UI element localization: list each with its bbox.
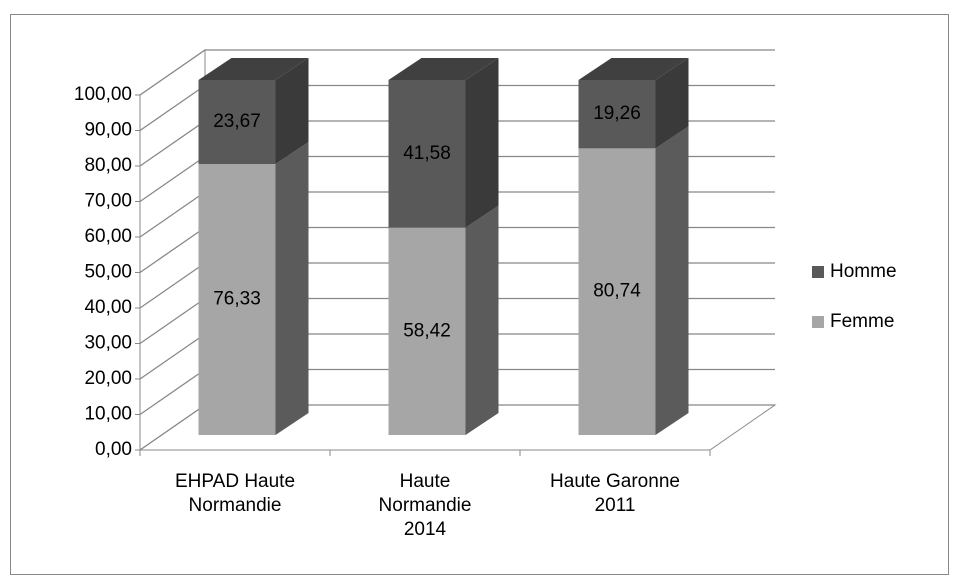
bar-side [275, 142, 309, 435]
chart-border [10, 14, 949, 575]
bar-side [655, 58, 689, 149]
bar-top [198, 58, 309, 80]
y-tick-label: 50,00 [84, 262, 132, 283]
bar-side [655, 126, 689, 436]
bar-top [578, 58, 689, 80]
legend-label: Femme [830, 311, 894, 332]
bar-front [198, 80, 276, 165]
bar-front [388, 80, 466, 228]
bar-front [388, 227, 466, 435]
value-label: 80,74 [593, 281, 641, 302]
x-tick-label: EHPAD Haute Normandie [174, 471, 296, 516]
grid-line [139, 49, 775, 96]
y-tick-label: 80,00 [84, 155, 132, 176]
x-tick-label: Haute Normandie 2014 [378, 471, 472, 540]
bar-side [465, 205, 499, 435]
y-tick-label: 10,00 [84, 404, 132, 425]
bar-front [578, 80, 656, 149]
y-tick-label: 70,00 [84, 191, 132, 212]
y-tick-label: 40,00 [84, 297, 132, 318]
y-tick-label: 30,00 [84, 333, 132, 354]
y-tick-label: 0,00 [95, 439, 132, 460]
value-label: 58,42 [403, 320, 451, 341]
value-label: 76,33 [213, 289, 261, 310]
legend-swatch [812, 266, 824, 278]
bar-side [465, 58, 499, 228]
bar-side [275, 58, 309, 165]
value-label: 19,26 [593, 103, 641, 124]
value-label: 23,67 [213, 111, 261, 132]
x-tick-label: Haute Garonne 2011 [550, 471, 680, 516]
bar-front [198, 164, 276, 435]
y-tick-label: 100,00 [74, 84, 132, 105]
y-tick-label: 20,00 [84, 368, 132, 389]
bar-front [578, 148, 656, 436]
legend-swatch [812, 316, 824, 328]
y-tick-label: 60,00 [84, 226, 132, 247]
legend-label: Homme [830, 261, 897, 282]
value-label: 41,58 [403, 143, 451, 164]
y-tick-label: 90,00 [84, 120, 132, 141]
bar-top [388, 58, 499, 80]
